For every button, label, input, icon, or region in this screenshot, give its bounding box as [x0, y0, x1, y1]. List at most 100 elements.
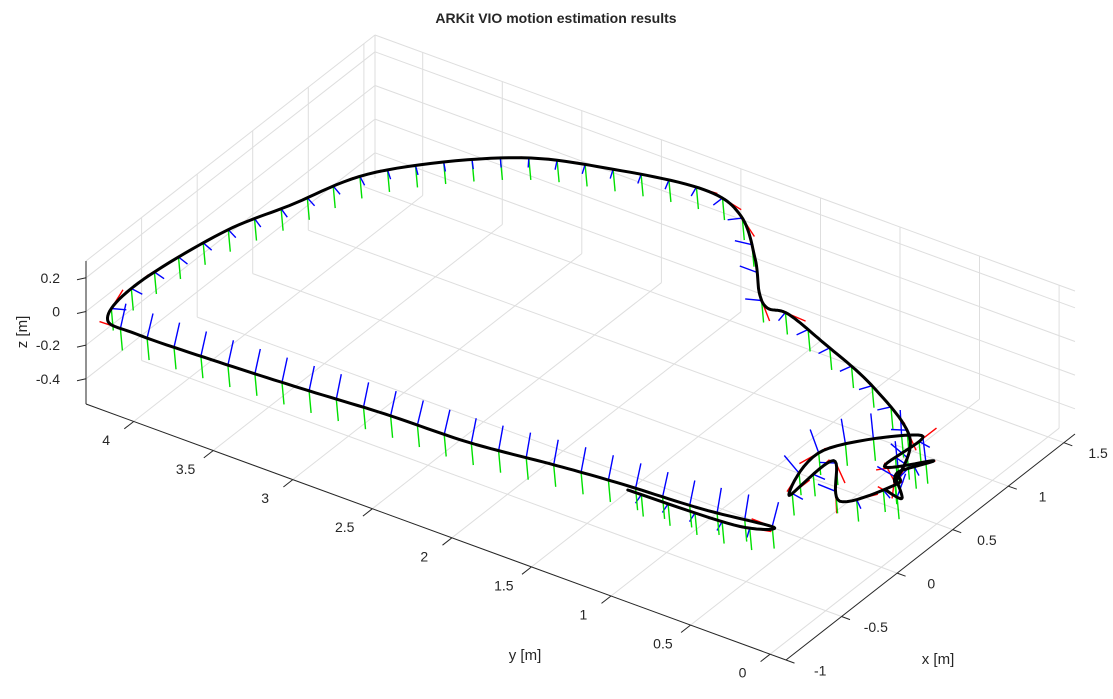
frame-z-axis [876, 465, 896, 478]
x-tick [1008, 485, 1017, 490]
frame-y-axis [525, 457, 529, 480]
y-tick [442, 537, 453, 546]
frame-z-axis [253, 218, 262, 228]
z-tick [76, 378, 87, 382]
frame-z-axis [306, 197, 316, 207]
frame-z-axis [111, 307, 127, 311]
frame-y-axis [607, 479, 612, 503]
frame-z-axis [818, 347, 831, 355]
frame-z-axis [308, 365, 315, 392]
frame-z-axis [227, 340, 235, 366]
z-tick [76, 344, 87, 348]
frame-z-axis [202, 242, 213, 251]
box-edge [85, 34, 376, 262]
frame-y-axis [661, 496, 666, 519]
frame-y-axis [640, 174, 644, 197]
y-axis-line [85, 403, 787, 661]
frame-y-axis [721, 198, 726, 221]
frame-z-axis [637, 174, 642, 184]
frame-y-axis [153, 271, 158, 295]
frame-y-axis [130, 288, 134, 311]
frame-y-axis [882, 489, 886, 513]
frame-y-axis [553, 464, 557, 487]
frame-z-axis [796, 328, 809, 336]
gridline-x-floor [252, 273, 953, 531]
frame-y-axis [254, 373, 258, 396]
gridline-x-floor [308, 229, 1009, 487]
x-tick-label: 0 [927, 575, 935, 591]
y-tick [362, 508, 373, 517]
frame-y-axis [913, 466, 917, 489]
frame-z-axis [386, 169, 392, 180]
gridline-z-side [374, 152, 1076, 410]
x-tick-label: -0.5 [864, 619, 888, 635]
frame-y-axis [612, 169, 616, 192]
frame-y-axis [443, 434, 447, 457]
frame-y-axis [173, 347, 177, 370]
frame-z-axis [497, 425, 504, 451]
frame-y-axis [667, 503, 671, 526]
frame-z-axis [362, 382, 370, 408]
frame-y-axis [177, 256, 182, 280]
frame-z-axis [890, 443, 908, 459]
frame-y-axis [359, 176, 363, 199]
gridline-y-floor [690, 398, 980, 626]
frame-z-axis [119, 303, 127, 329]
frame-y-axis [716, 512, 720, 536]
frame-y-axis [791, 493, 795, 516]
z-tick-label: 0 [52, 304, 60, 320]
frame-y-axis [335, 399, 339, 422]
gridline-z-side [374, 118, 1076, 376]
frame-y-axis [146, 338, 150, 361]
gridline-y-floor [531, 340, 821, 568]
frame-y-axis [584, 164, 588, 187]
gridline-y-floor [610, 369, 901, 597]
frame-z-axis [899, 409, 903, 436]
frame-z-axis [809, 429, 820, 454]
frame-z-axis [922, 436, 927, 462]
gridline-y-floor [292, 253, 583, 480]
y-tick-label: 0.5 [653, 636, 673, 652]
frame-z-axis [716, 521, 723, 531]
y-tick [283, 479, 294, 488]
frame-y-axis [308, 390, 312, 413]
gridline-y-floor [769, 427, 1060, 655]
gridline-y-floor [372, 282, 662, 510]
frame-y-axis [470, 443, 474, 466]
frame-z-axis [173, 322, 181, 348]
trajectory-series [106, 156, 936, 531]
gridline-y-floor [451, 311, 742, 539]
gridline-z-side [374, 85, 1076, 342]
frame-y-axis [784, 312, 789, 335]
frame-y-axis [362, 407, 367, 430]
frame-y-axis [695, 187, 700, 210]
z-tick-label: -0.2 [36, 337, 60, 353]
frame-z-axis [882, 489, 891, 499]
frame-z-axis [890, 428, 908, 431]
frame-y-axis [829, 347, 833, 370]
frame-z-axis [553, 439, 559, 465]
frame-y-axis [749, 528, 753, 551]
frame-z-axis [200, 331, 208, 357]
frame-y-axis [850, 366, 855, 389]
frame-z-axis [580, 447, 587, 473]
frame-z-axis [525, 432, 532, 458]
frame-y-axis [872, 438, 877, 461]
gridline-x-floor [363, 186, 1065, 444]
frame-z-axis [254, 348, 261, 374]
gridline-x-floor [197, 316, 898, 574]
frame-y-axis [807, 329, 811, 352]
frame-z-axis [499, 157, 502, 168]
frame-z-axis [609, 169, 614, 179]
gridline-z-back [85, 51, 376, 279]
frame-y-axis [855, 499, 860, 522]
y-tick-label: 1.5 [494, 577, 514, 593]
frame-z-axis [332, 185, 341, 195]
frame-y-axis [640, 494, 644, 517]
frame-z-axis [771, 502, 780, 527]
frame-y-axis [497, 450, 502, 473]
x-tick [952, 529, 962, 534]
frame-z-axis [739, 265, 758, 274]
frame-z-axis [146, 313, 154, 339]
frame-z-axis [777, 312, 786, 322]
